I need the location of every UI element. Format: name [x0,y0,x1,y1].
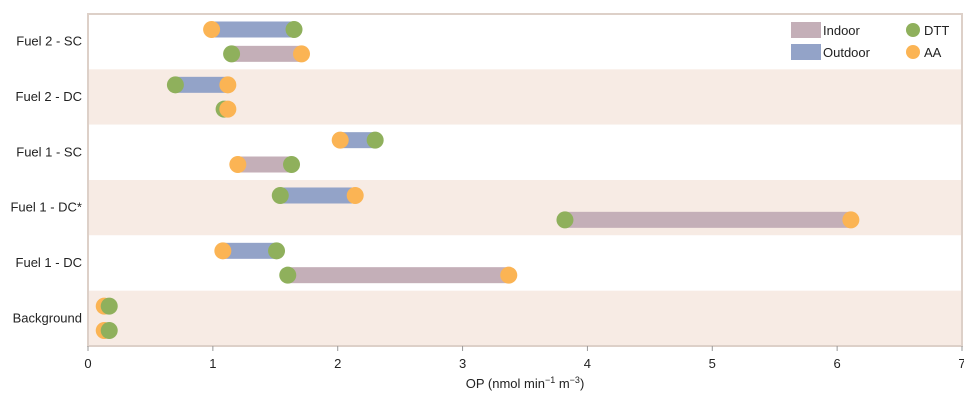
dtt-point [279,266,297,284]
outdoor-range-bar [340,132,376,149]
indoor-range-bar [231,45,302,62]
x-tick-label: 0 [84,356,91,371]
aa-point [331,131,349,149]
y-category-labels: Fuel 2 - SC Fuel 2 - DC Fuel 1 - SC Fuel 1 … [10,34,82,326]
range-bars [104,21,851,339]
category-bands [88,14,962,346]
outdoor-range-bar [222,242,277,259]
indoor-range-bar [287,267,509,284]
dtt-point [100,297,118,315]
aa-point [346,186,364,204]
aa-point [500,266,518,284]
dtt-point [556,211,574,229]
aa-point [214,242,232,260]
category-band [88,69,962,125]
indoor-range-bar [237,156,292,173]
dtt-point [283,156,301,174]
y-category-label: Fuel 1 - DC [16,255,82,270]
x-tick-label: 7 [958,356,964,371]
x-axis-label-end: ) [580,376,584,391]
indoor-legend-swatch [791,22,821,38]
dtt-point [268,242,286,260]
aa-point [219,100,237,118]
dtt-point [223,45,241,63]
aa-legend-label: AA [924,45,942,60]
category-band [88,290,962,346]
x-tick-label: 4 [584,356,591,371]
dtt-legend-marker [906,23,920,37]
x-tick-label: 2 [334,356,341,371]
indoor-legend-label: Indoor [823,23,861,38]
x-axis-label-main: OP (nmol min [466,376,545,391]
x-tick-label: 5 [709,356,716,371]
aa-point [229,156,247,174]
aa-point [842,211,860,229]
x-axis-label-sup1: −1 [545,375,555,385]
x-axis-label-mid: m [555,376,569,391]
dtt-point [100,322,118,340]
dtt-point [166,76,184,94]
x-tick-label: 3 [459,356,466,371]
y-category-label: Fuel 1 - DC* [10,200,82,215]
y-category-label: Fuel 1 - SC [16,144,82,159]
outdoor-range-bar [175,76,228,93]
x-tick-label: 6 [834,356,841,371]
outdoor-legend-swatch [791,44,821,60]
aa-point [203,20,221,38]
dtt-point [285,20,303,38]
x-axis: 0 1 2 3 4 5 6 7 [84,346,964,371]
category-band [88,124,962,180]
x-axis-label: OP (nmol min−1 m−3) [466,375,585,391]
outdoor-range-bar [211,21,295,38]
indoor-range-bar [564,211,851,228]
y-category-label: Fuel 2 - DC [16,89,82,104]
aa-point [219,76,237,94]
dtt-point [366,131,384,149]
dtt-point [271,186,289,204]
outdoor-range-bar [280,187,356,204]
x-tick-label: 1 [209,356,216,371]
outdoor-legend-label: Outdoor [823,45,871,60]
plot-frame [87,13,963,347]
y-category-label: Background [13,310,82,325]
dtt-legend-label: DTT [924,23,949,38]
aa-point [293,45,311,63]
endpoint-dots [95,20,860,340]
aa-legend-marker [906,45,920,59]
legend: Indoor Outdoor DTT AA [791,22,949,60]
y-category-label: Fuel 2 - SC [16,34,82,49]
x-axis-label-sup2: −3 [570,375,580,385]
